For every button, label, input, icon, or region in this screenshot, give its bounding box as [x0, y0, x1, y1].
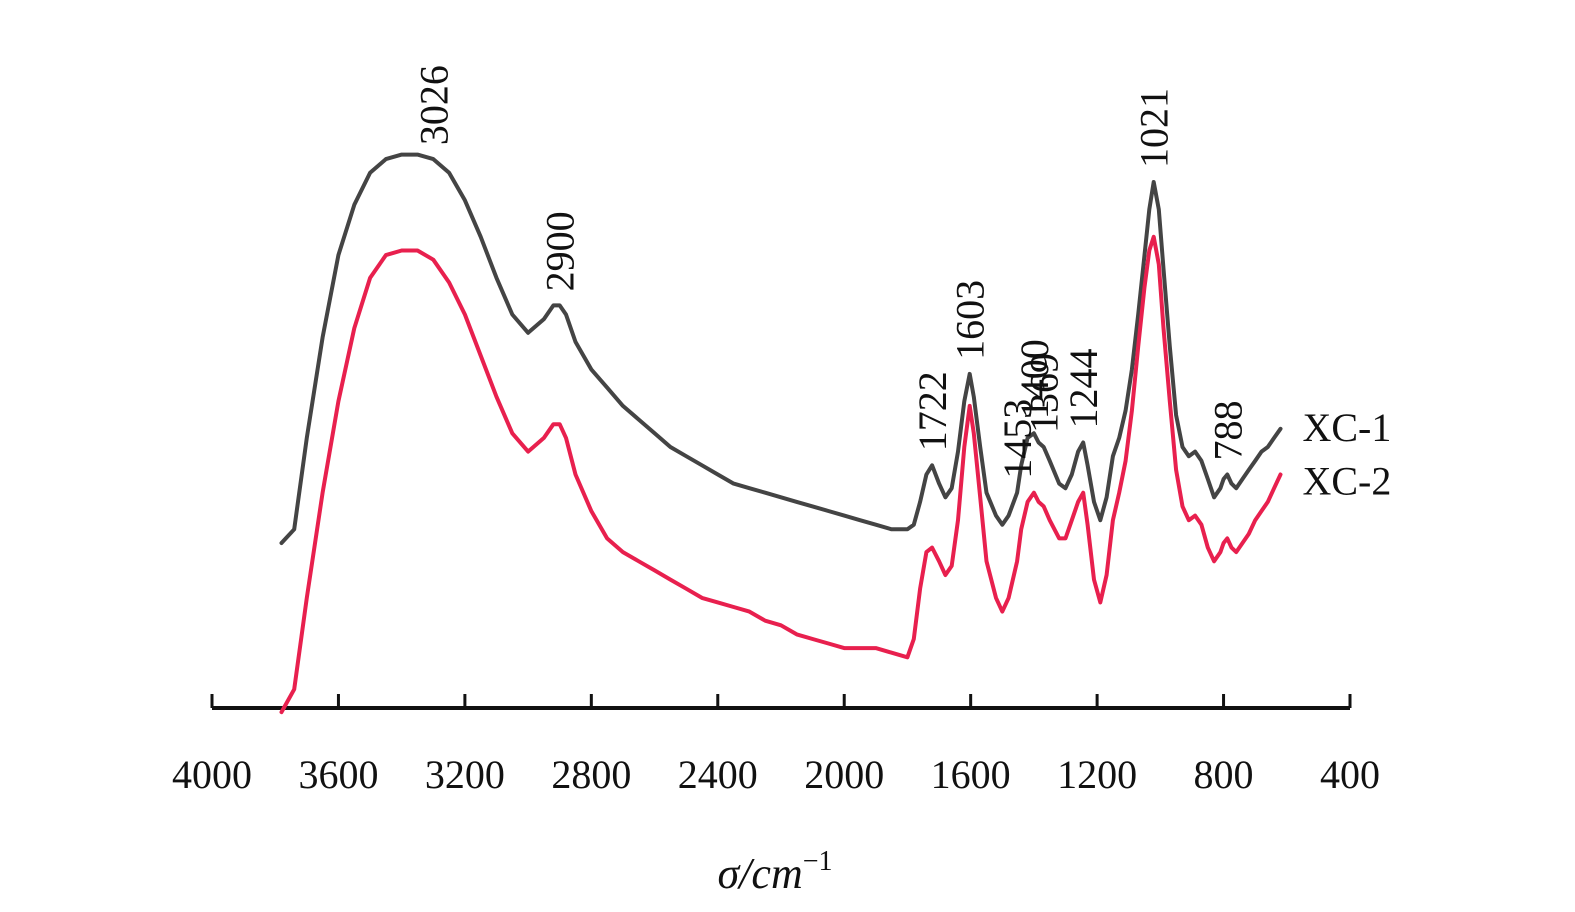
peak-label-1244: 1244 [1061, 349, 1106, 429]
peak-label-3026: 3026 [411, 65, 456, 145]
peak-label-1453: 1453 [995, 399, 1040, 479]
x-tick-label: 3200 [425, 752, 505, 797]
x-axis: 4000 3600 3200 2800 2400 2000 1600 1200 800 400 [172, 694, 1380, 797]
peak-label-1021: 1021 [1132, 88, 1177, 168]
peak-label-1603: 1603 [948, 280, 993, 360]
peak-label-1400: 1400 [1012, 339, 1057, 419]
peak-label-2900: 2900 [538, 211, 583, 291]
series-lines [279, 152, 1283, 715]
x-axis-title: σ/cm−1 [717, 846, 832, 898]
x-tick-label: 800 [1194, 752, 1254, 797]
peak-label-788: 788 [1205, 401, 1250, 461]
x-tick-label: 2800 [551, 752, 631, 797]
series-label-xc-1: XC-1 [1302, 405, 1391, 450]
x-axis-title-main: σ/cm [717, 849, 802, 898]
x-tick-label: 2000 [804, 752, 884, 797]
x-tick-label: 2400 [678, 752, 758, 797]
peak-label-1722: 1722 [910, 371, 955, 451]
x-tick-label: 4000 [172, 752, 252, 797]
x-tick-label: 400 [1320, 752, 1380, 797]
x-tick-label: 3600 [298, 752, 378, 797]
peak-label-1369: 1369 [1022, 353, 1067, 433]
series-line-xc-1 [279, 152, 1283, 545]
series-labels: XC-1 XC-2 [1302, 405, 1391, 504]
x-axis-title-superscript: −1 [803, 846, 833, 877]
series-label-xc-2: XC-2 [1302, 458, 1391, 503]
x-tick-label: 1600 [931, 752, 1011, 797]
series-line-xc-2 [279, 234, 1283, 715]
x-tick-label: 1200 [1057, 752, 1137, 797]
